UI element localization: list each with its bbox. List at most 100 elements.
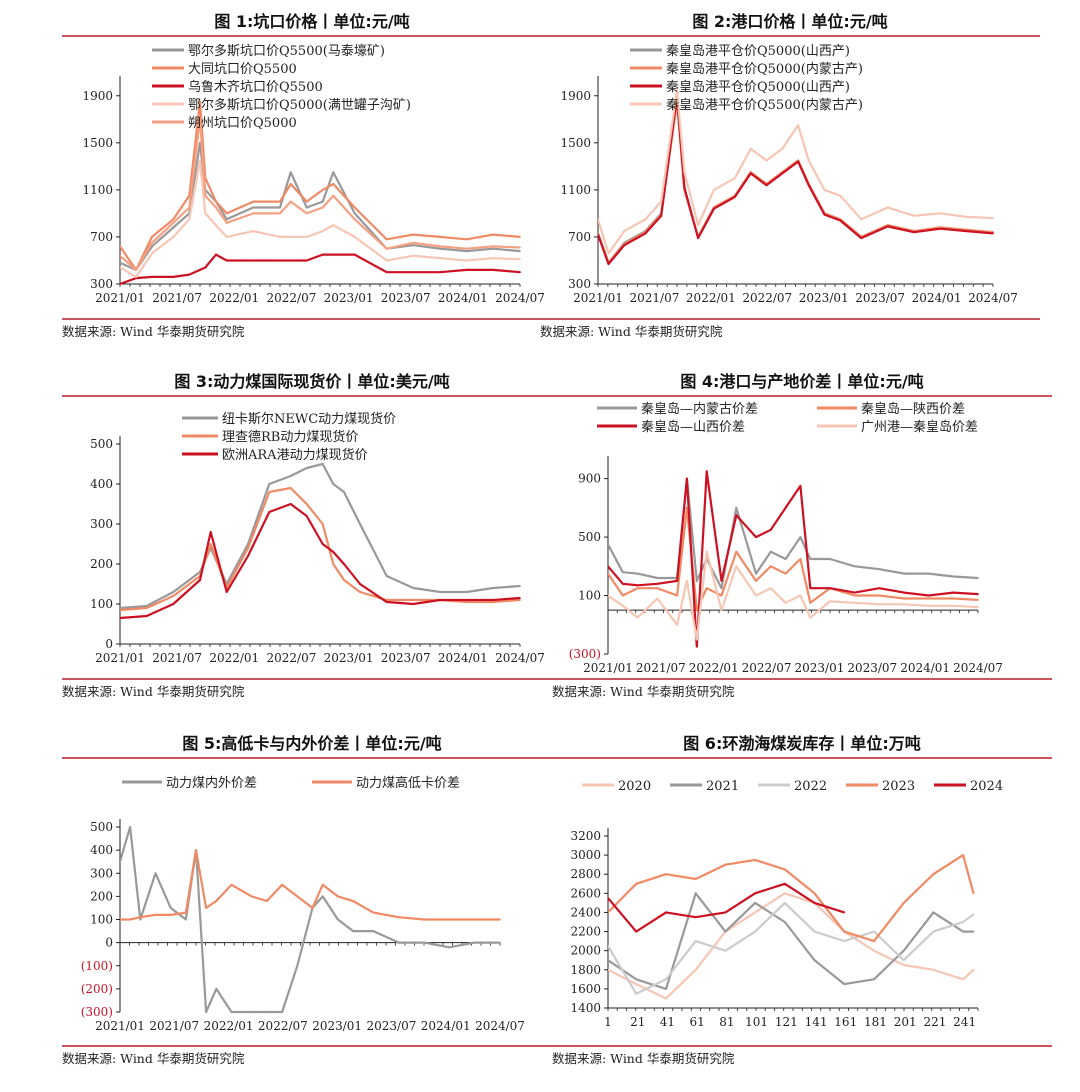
data-point (499, 918, 501, 921)
data-point (860, 237, 863, 240)
data-point (151, 245, 153, 248)
legend-label: 广州港—秦皇岛价差 (861, 419, 978, 435)
data-point (289, 171, 292, 174)
data-point (151, 236, 153, 238)
data-point (305, 515, 308, 517)
title-divider (552, 757, 1052, 759)
legend: 2020 2021 2022 2023 2024 (582, 779, 1003, 794)
y-tick-label: 300 (90, 277, 113, 291)
series-line-5 (608, 882, 845, 933)
data-point (636, 584, 639, 587)
x-tick-label: 141 (805, 1015, 828, 1029)
data-point (962, 978, 964, 981)
data-point (172, 221, 175, 224)
data-point (439, 245, 441, 248)
data-point (902, 902, 905, 904)
data-point (204, 266, 207, 269)
data-point (608, 911, 609, 914)
data-point (412, 603, 415, 605)
data-point (823, 213, 826, 216)
legend-label: 秦皇岛港平仓价Q5000(山西产) (666, 79, 850, 95)
data-point (972, 892, 975, 895)
data-point (644, 218, 647, 221)
data-point (621, 571, 624, 574)
x-tick-label: 2022/07 (742, 661, 792, 675)
data-point (952, 604, 955, 607)
data-point (695, 645, 698, 648)
series-line-3 (598, 94, 994, 266)
y-tick-label: 200 (90, 889, 113, 903)
figure-title: 图 5:高低卡与内外价差丨单位:元/吨 (182, 734, 442, 753)
data-point (247, 555, 249, 557)
data-point (439, 591, 441, 593)
data-point (332, 194, 335, 197)
data-point (169, 907, 172, 909)
data-point (120, 609, 121, 611)
data-point (188, 206, 191, 209)
data-point (266, 1011, 268, 1013)
series-group (120, 462, 521, 620)
data-point (769, 550, 772, 553)
y-tick-label: 1900 (560, 89, 591, 103)
data-point (321, 543, 324, 545)
data-point (694, 940, 697, 942)
x-tick-label: 2022/07 (258, 1019, 308, 1033)
data-point (676, 623, 678, 626)
x-tick-label: 2024/07 (953, 661, 1003, 675)
data-point (977, 593, 979, 595)
data-point (797, 160, 799, 163)
data-point (686, 477, 688, 480)
data-point (321, 463, 324, 465)
data-point (215, 200, 217, 203)
data-point (492, 233, 495, 236)
data-point (992, 217, 994, 220)
data-point (902, 959, 905, 962)
data-point (321, 895, 324, 898)
y-tick-label: 100 (578, 589, 601, 603)
x-tick-label: 2024/01 (900, 661, 950, 675)
data-point (939, 212, 942, 215)
data-point (332, 224, 335, 227)
data-point (215, 206, 217, 209)
data-point (903, 603, 905, 606)
data-point (660, 200, 663, 203)
data-point (992, 232, 994, 235)
series-group (598, 88, 994, 266)
data-point (608, 565, 609, 568)
y-tick-label: 100 (90, 913, 113, 927)
data-point (120, 266, 121, 269)
data-point (129, 826, 131, 828)
data-point (172, 218, 175, 221)
data-point (754, 930, 756, 933)
data-point (266, 900, 268, 902)
data-point (145, 607, 148, 609)
data-point (927, 597, 930, 600)
data-point (412, 254, 415, 257)
data-point (492, 587, 495, 589)
data-point (268, 483, 271, 485)
data-point (769, 528, 772, 531)
data-point (209, 531, 212, 533)
data-point (225, 218, 228, 221)
data-point (225, 221, 228, 224)
data-point (977, 606, 979, 609)
legend-label: 2022 (794, 779, 827, 794)
title-divider (540, 35, 1040, 37)
data-point (694, 916, 697, 919)
data-point (873, 940, 875, 942)
data-point (781, 147, 784, 150)
series-line-1 (120, 825, 500, 1014)
axes: 1400 1600 1800 2000 2200 2400 2600 2800 3000 3200… (570, 828, 979, 1029)
data-point (781, 172, 784, 175)
title-divider (62, 757, 562, 759)
data-point (932, 930, 935, 933)
data-point (215, 988, 218, 990)
data-point (296, 895, 299, 898)
y-tick-label: 100 (90, 597, 113, 611)
series-group (120, 825, 501, 1014)
data-point (120, 283, 121, 285)
source-divider (62, 1045, 562, 1047)
data-point (225, 212, 228, 215)
data-point (465, 599, 468, 601)
data-point (886, 225, 889, 228)
